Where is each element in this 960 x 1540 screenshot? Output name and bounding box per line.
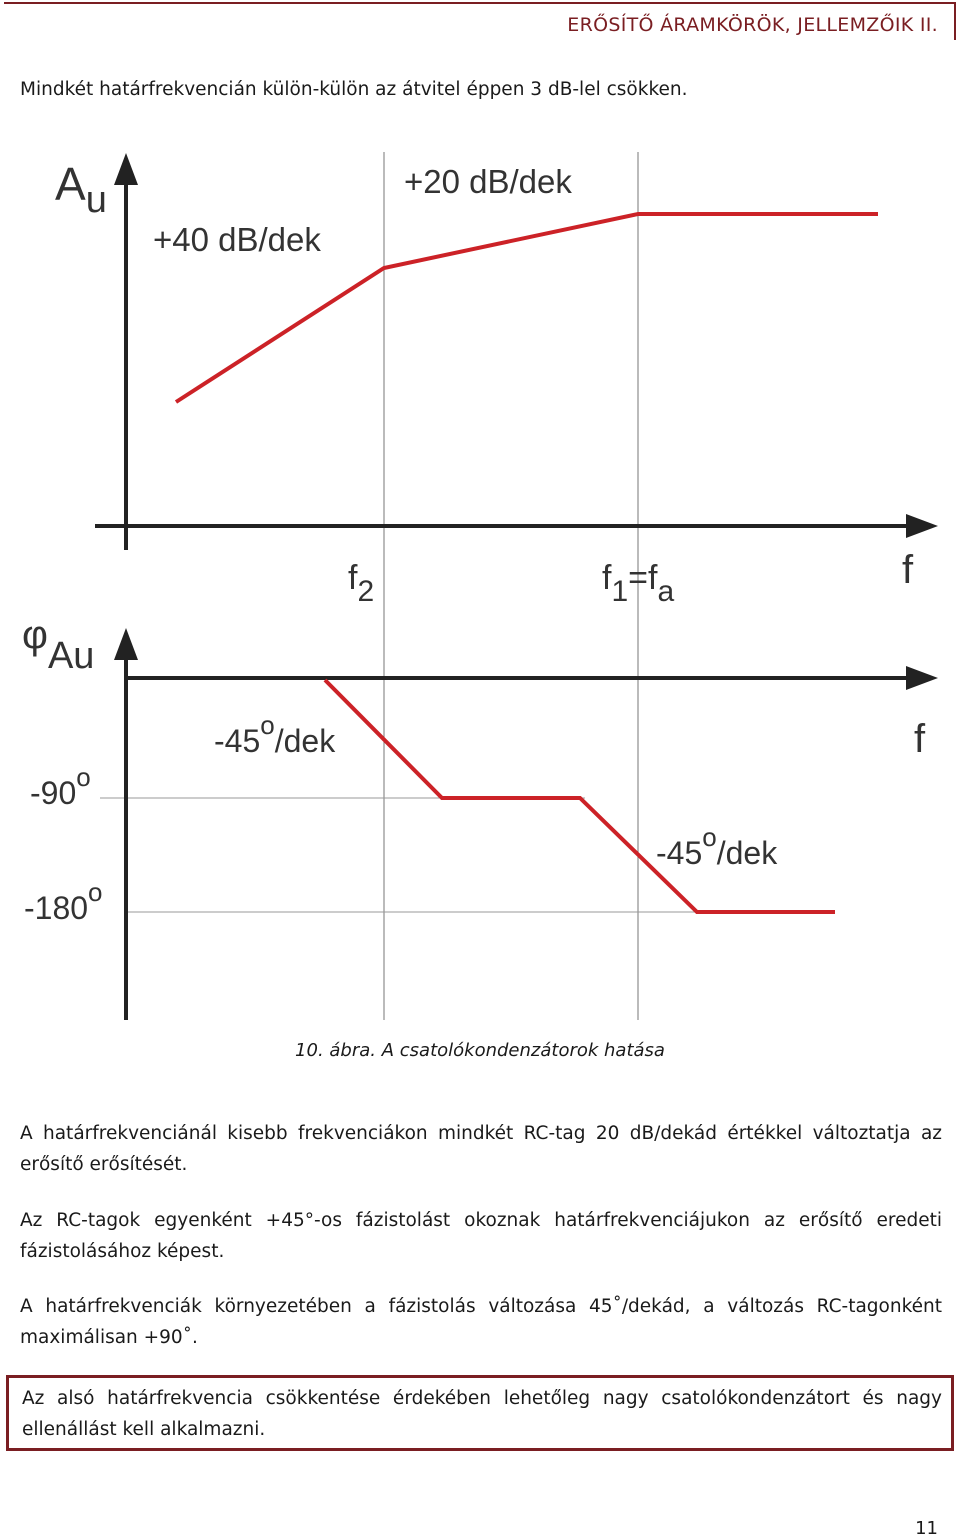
- slope-20-label: +20 dB/dek: [404, 163, 572, 200]
- gain-axis-label: Au: [55, 158, 107, 221]
- gain-y-arrowhead: [114, 153, 138, 185]
- phase-y-arrowhead: [114, 628, 138, 660]
- page-header-title: ERŐSÍTŐ ÁRAMKÖRÖK, JELLEMZŐIK II.: [567, 14, 938, 36]
- figure-caption: 10. ábra. A csatolókondenzátorok hatása: [295, 1040, 665, 1061]
- header-border: [4, 2, 956, 40]
- gain-curve: [174, 212, 878, 404]
- phase-slope-label-1: -45o/dek: [214, 710, 336, 759]
- frequency-label-bottom: f: [914, 717, 926, 761]
- minus180-label: -180o: [24, 877, 103, 926]
- minus90-label: -90o: [30, 762, 91, 811]
- slope-40-label: +40 dB/dek: [153, 221, 321, 258]
- phase-axis-label: φAu: [22, 613, 94, 677]
- frequency-label-top: f: [902, 548, 914, 592]
- phase-x-arrowhead: [906, 666, 938, 690]
- phase-slope-label-2: -45o/dek: [656, 822, 778, 871]
- gain-x-arrowhead: [906, 514, 938, 538]
- f2-label: f2: [348, 559, 374, 608]
- phase-curve: [323, 678, 835, 914]
- intro-paragraph: Mindkét határfrekvencián külön-külön az …: [20, 79, 688, 100]
- note-text: Az alsó határfrekvencia csökkentése érde…: [22, 1388, 942, 1440]
- page-number: 11: [915, 1518, 938, 1539]
- bode-diagram: Au +40 dB/dek +20 dB/dek f2 f1=fa f φAu …: [22, 152, 938, 1020]
- paragraph-1: A határfrekvenciánál kisebb frekvenciáko…: [20, 1123, 942, 1175]
- paragraph-2: Az RC-tagok egyenként +45°-os fázistolás…: [20, 1210, 942, 1262]
- paragraph-3: A határfrekvenciák környezetében a fázis…: [20, 1296, 942, 1348]
- f1-fa-label: f1=fa: [602, 559, 674, 608]
- highlight-note-box: Az alsó határfrekvencia csökkentése érde…: [6, 1375, 954, 1451]
